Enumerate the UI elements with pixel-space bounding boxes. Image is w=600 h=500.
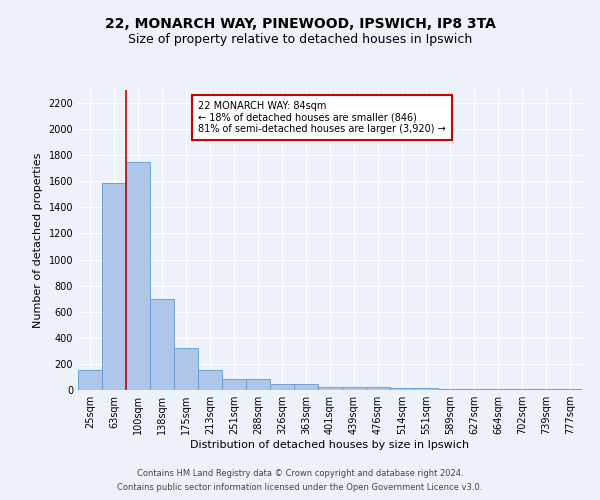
Bar	[318, 386, 342, 390]
Text: Contains HM Land Registry data © Crown copyright and database right 2024.: Contains HM Land Registry data © Crown c…	[137, 468, 463, 477]
Bar	[222, 379, 246, 390]
Text: Size of property relative to detached houses in Ipswich: Size of property relative to detached ho…	[128, 32, 472, 46]
Bar	[270, 384, 294, 390]
Text: 22 MONARCH WAY: 84sqm
← 18% of detached houses are smaller (846)
81% of semi-det: 22 MONARCH WAY: 84sqm ← 18% of detached …	[198, 101, 446, 134]
Bar	[174, 348, 198, 390]
Bar	[366, 388, 390, 390]
Y-axis label: Number of detached properties: Number of detached properties	[33, 152, 43, 328]
Bar	[438, 388, 462, 390]
Text: 22, MONARCH WAY, PINEWOOD, IPSWICH, IP8 3TA: 22, MONARCH WAY, PINEWOOD, IPSWICH, IP8 …	[104, 18, 496, 32]
Bar	[390, 388, 414, 390]
Bar	[414, 388, 438, 390]
Bar	[78, 370, 102, 390]
Bar	[462, 388, 486, 390]
Bar	[246, 379, 270, 390]
Bar	[342, 388, 366, 390]
Text: Contains public sector information licensed under the Open Government Licence v3: Contains public sector information licen…	[118, 484, 482, 492]
Bar	[102, 182, 126, 390]
Bar	[126, 162, 150, 390]
Bar	[294, 384, 318, 390]
Bar	[198, 370, 222, 390]
Bar	[150, 298, 174, 390]
X-axis label: Distribution of detached houses by size in Ipswich: Distribution of detached houses by size …	[190, 440, 470, 450]
